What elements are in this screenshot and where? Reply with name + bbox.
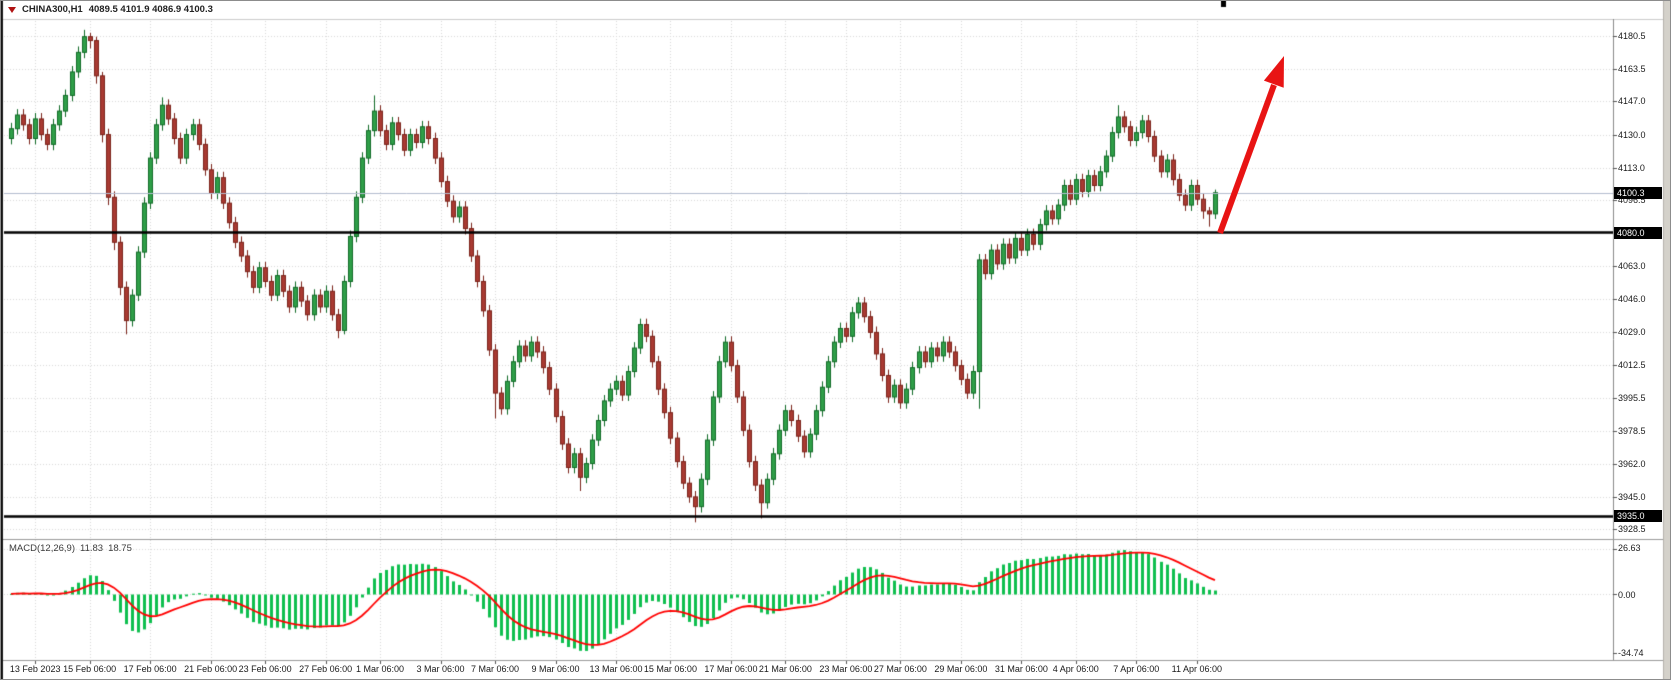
macd-signal-value: 18.75 [108, 543, 132, 554]
time-axis-label: 17 Feb 06:00 [123, 664, 177, 674]
time-axis-label: 29 Mar 06:00 [934, 664, 988, 674]
trend-arrow-annotation[interactable] [1206, 46, 1306, 246]
price-axis-label: 3962.0 [1618, 458, 1646, 469]
time-axis-label: 23 Feb 06:00 [238, 664, 292, 674]
price-axis-label: 4180.5 [1618, 30, 1646, 41]
macd-axis-tick-bottom: -34.74 [1618, 648, 1644, 658]
symbol-marker-icon [8, 6, 16, 13]
time-axis-label: 27 Feb 06:00 [299, 664, 353, 674]
time-axis-label: 3 Mar 06:00 [416, 664, 465, 674]
time-axis-label: 27 Mar 06:00 [873, 664, 927, 674]
price-axis-label: 3945.0 [1618, 491, 1646, 502]
symbol-timeframe-label: CHINA300,H1 [22, 4, 83, 15]
support-line-badge: 3935.0 [1614, 510, 1662, 523]
price-axis-label: 4096.5 [1618, 195, 1646, 206]
macd-name-label: MACD(12,26,9) [9, 543, 75, 554]
macd-axis-tick-top: 26.63 [1618, 543, 1641, 553]
time-axis-label: 13 Mar 06:00 [589, 664, 643, 674]
time-axis-label: 31 Mar 06:00 [994, 664, 1048, 674]
price-axis-label: 4046.0 [1618, 294, 1646, 305]
price-axis-label: 3995.5 [1618, 392, 1646, 403]
current-price-badge: 4100.3 [1614, 186, 1662, 199]
ohlc-values-label: 4089.5 4101.9 4086.9 4100.3 [88, 4, 213, 15]
price-axis-label: 4163.5 [1618, 63, 1646, 74]
symbol-info-label: CHINA300,H1 4089.5 4101.9 4086.9 4100.3 [8, 4, 213, 15]
time-axis-label: 17 Mar 06:00 [704, 664, 758, 674]
macd-axis-tick-zero: 0.00 [1618, 589, 1636, 600]
price-axis-label: 4012.5 [1618, 359, 1646, 370]
price-axis-label: 4063.0 [1618, 260, 1646, 271]
price-axis-label: 4147.0 [1618, 96, 1646, 107]
time-axis-label: 21 Mar 06:00 [758, 664, 812, 674]
price-axis-label: 4130.0 [1618, 129, 1646, 140]
time-axis-label: 21 Feb 06:00 [184, 664, 238, 674]
time-axis-label: 9 Mar 06:00 [531, 664, 580, 674]
price-axis-label: 3978.5 [1618, 426, 1646, 437]
time-axis-label: 23 Mar 06:00 [819, 664, 873, 674]
macd-main-value: 11.83 [80, 543, 104, 554]
time-axis-label: 13 Feb 2023 [9, 664, 61, 674]
time-axis-label: 1 Mar 06:00 [356, 664, 405, 674]
time-axis-label: 11 Apr 06:00 [1171, 664, 1222, 674]
time-axis-label: 15 Feb 06:00 [63, 664, 117, 674]
price-axis-label: 3928.5 [1618, 524, 1646, 535]
price-axis-label: 4029.0 [1618, 327, 1646, 338]
time-axis-label: 7 Apr 06:00 [1113, 664, 1160, 674]
time-axis-label: 4 Apr 06:00 [1052, 664, 1099, 674]
resistance-line-badge: 4080.0 [1614, 226, 1662, 239]
price-axis-label: 4113.0 [1618, 162, 1645, 173]
time-axis-label: 7 Mar 06:00 [470, 664, 520, 674]
time-axis-label: 15 Mar 06:00 [643, 664, 697, 674]
macd-indicator-label: MACD(12,26,9) 11.83 18.75 [9, 543, 132, 554]
